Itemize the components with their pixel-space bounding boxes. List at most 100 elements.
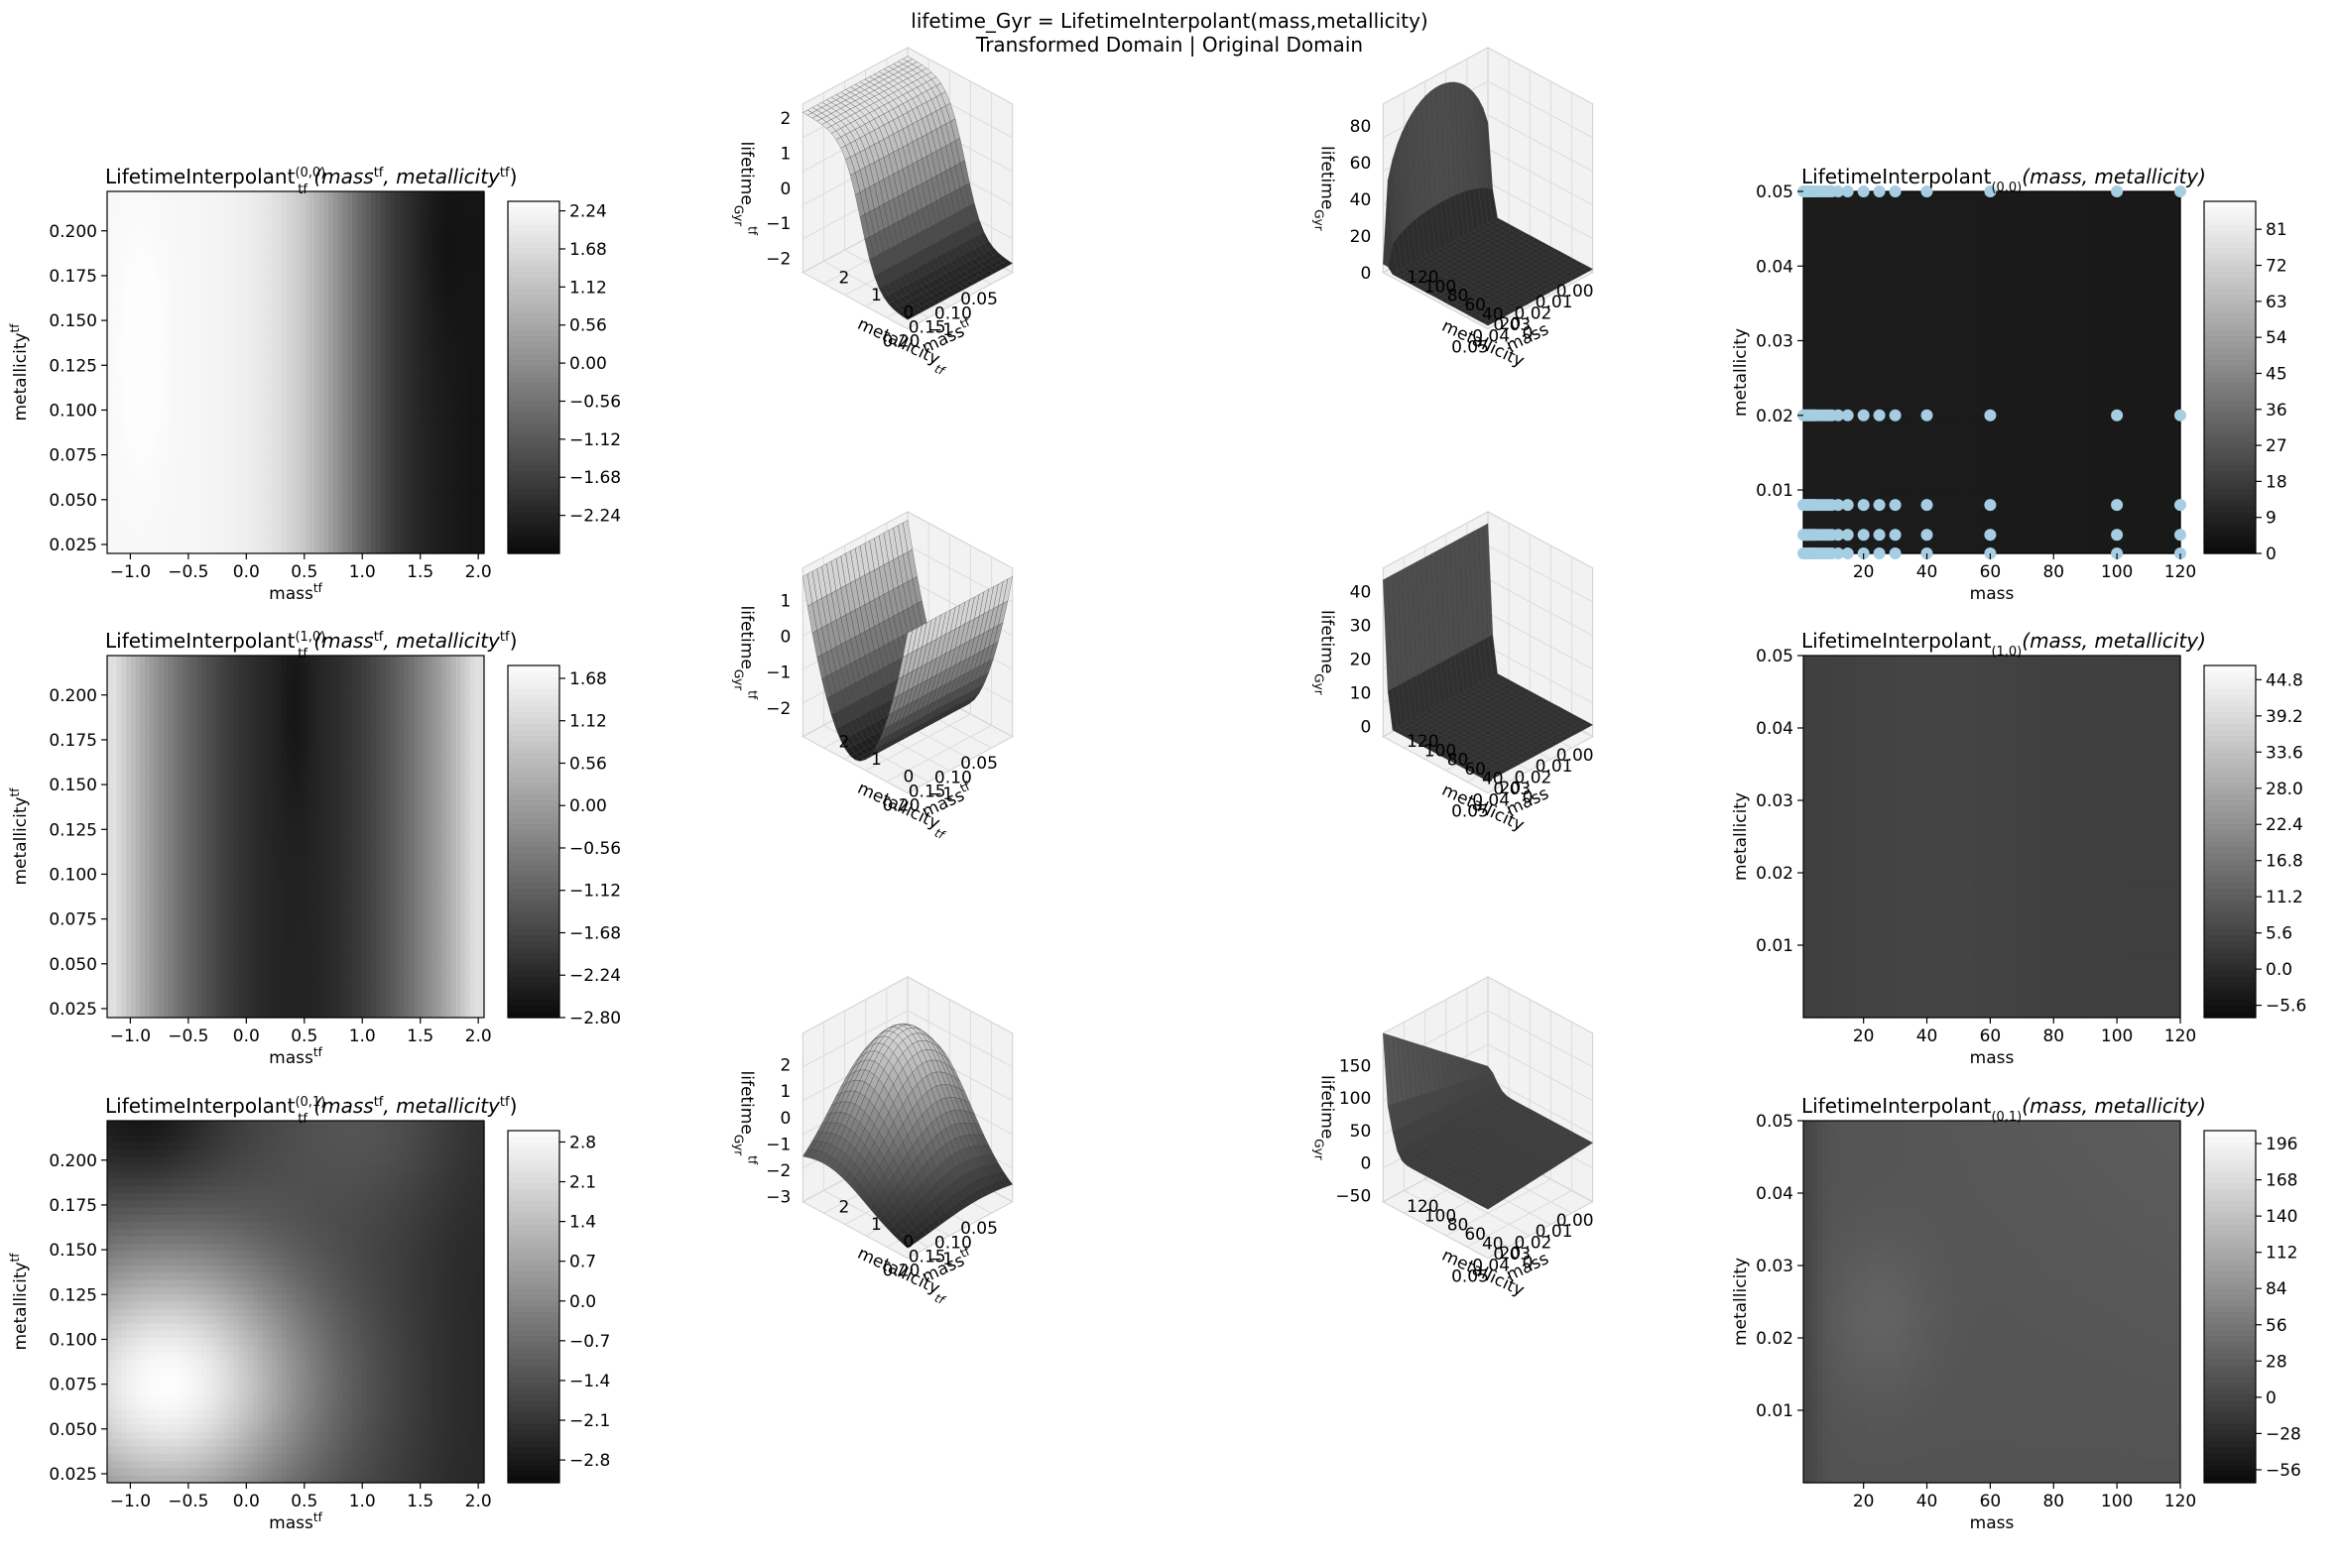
- heatmap-cell: [224, 459, 231, 467]
- heatmap-cell: [164, 459, 170, 467]
- heatmap-cell: [107, 212, 113, 221]
- heatmap-cell: [291, 365, 297, 374]
- heatmap-cell: [436, 502, 442, 511]
- heatmap-cell: [229, 191, 235, 199]
- heatmap-cell: [460, 524, 466, 533]
- heatmap-cell: [186, 524, 193, 533]
- heatmap-cell: [159, 212, 165, 221]
- heatmap-cell: [455, 328, 461, 337]
- heatmap-cell: [337, 198, 344, 207]
- heatmap-cell: [140, 220, 146, 229]
- heatmap-cell: [205, 495, 212, 504]
- heatmap-cell: [366, 293, 372, 302]
- heatmap-cell: [215, 444, 221, 453]
- heatmap-cell: [296, 532, 302, 540]
- colorbar-band: [508, 429, 559, 437]
- heatmap-cell: [385, 429, 391, 438]
- heatmap-cell: [361, 372, 367, 381]
- label-part: tf: [500, 166, 510, 181]
- heatmap-cell: [149, 293, 156, 302]
- figure-title-line2: Transformed Domain | Original Domain: [975, 33, 1363, 57]
- heatmap-cell: [229, 249, 235, 258]
- heatmap-cell: [126, 212, 132, 221]
- heatmap-cell: [173, 401, 179, 410]
- heatmap-cell: [286, 545, 292, 554]
- heatmap-cell: [394, 401, 401, 410]
- heatmap-cell: [262, 429, 269, 438]
- heatmap-cell: [375, 444, 382, 453]
- heatmap-cell: [191, 422, 197, 431]
- heatmap-cell: [196, 271, 202, 280]
- heatmap-cell: [196, 242, 202, 250]
- heatmap-cell: [215, 300, 221, 308]
- heatmap-cell: [229, 510, 235, 519]
- heatmap-cell: [116, 306, 122, 315]
- heatmap-cell: [296, 242, 302, 250]
- heatmap-cell: [286, 234, 292, 243]
- heatmap-cell: [220, 502, 226, 511]
- heatmap-cell: [380, 416, 386, 424]
- heatmap-cell: [186, 451, 193, 460]
- heatmap-cell: [183, 227, 188, 236]
- heatmap-cell: [300, 545, 307, 554]
- heatmap-cell: [356, 379, 363, 388]
- heatmap-cell: [130, 227, 137, 236]
- heatmap-cell: [281, 401, 288, 410]
- heatmap-cell: [428, 256, 433, 265]
- heatmap-cell: [418, 394, 424, 403]
- heatmap-cell: [371, 357, 377, 366]
- heatmap-cell: [121, 227, 127, 236]
- heatmap-cell: [441, 212, 447, 221]
- heatmap-cell: [281, 459, 288, 467]
- heatmap-cell: [121, 350, 127, 359]
- heatmap-cell: [126, 524, 132, 533]
- heatmap-cell: [154, 459, 160, 467]
- heatmap-cell: [361, 459, 367, 467]
- heatmap-cell: [183, 451, 188, 460]
- heatmap-cell: [474, 545, 480, 554]
- heatmap-cell: [431, 365, 438, 374]
- heatmap-cell: [296, 510, 302, 519]
- heatmap-cell: [262, 502, 269, 511]
- heatmap-cell: [130, 264, 137, 272]
- heatmap-cell: [450, 220, 457, 229]
- heatmap-cell: [305, 220, 310, 229]
- heatmap-cell: [178, 306, 184, 315]
- heatmap-cell: [309, 416, 315, 424]
- heatmap-cell: [318, 220, 325, 229]
- heatmap-cell: [215, 227, 221, 236]
- heatmap-cell: [409, 278, 415, 287]
- heatmap-cell: [281, 532, 288, 540]
- heatmap-cell: [413, 321, 420, 330]
- heatmap-cell: [253, 365, 259, 374]
- colorbar-band: [508, 542, 559, 548]
- heatmap-cell: [286, 271, 292, 280]
- heatmap-cell: [305, 198, 310, 207]
- colorbar-band: [508, 295, 559, 302]
- heatmap-cell: [366, 401, 372, 410]
- heatmap-cell: [423, 481, 429, 489]
- heatmap-cell: [145, 437, 151, 446]
- heatmap-cell: [404, 517, 410, 526]
- heatmap-cell: [390, 191, 396, 199]
- heatmap-cell: [111, 444, 118, 453]
- heatmap-cell: [243, 343, 250, 352]
- heatmap-cell: [436, 350, 442, 359]
- heatmap-cell: [328, 256, 334, 265]
- heatmap-cell: [145, 422, 151, 431]
- heatmap-cell: [145, 328, 151, 337]
- heatmap-cell: [205, 285, 212, 294]
- heatmap-cell: [277, 198, 283, 207]
- heatmap-cell: [361, 256, 367, 265]
- heatmap-cell: [305, 300, 310, 308]
- heatmap-cell: [342, 198, 348, 207]
- heatmap-cell: [342, 545, 348, 554]
- heatmap-cell: [296, 328, 302, 337]
- heatmap-cell: [210, 328, 216, 337]
- heatmap-cell: [126, 271, 132, 280]
- heatmap-cell: [328, 473, 334, 482]
- heatmap-cell: [418, 422, 424, 431]
- heatmap-cell: [441, 437, 447, 446]
- heatmap-cell: [441, 278, 447, 287]
- heatmap-cell: [404, 429, 410, 438]
